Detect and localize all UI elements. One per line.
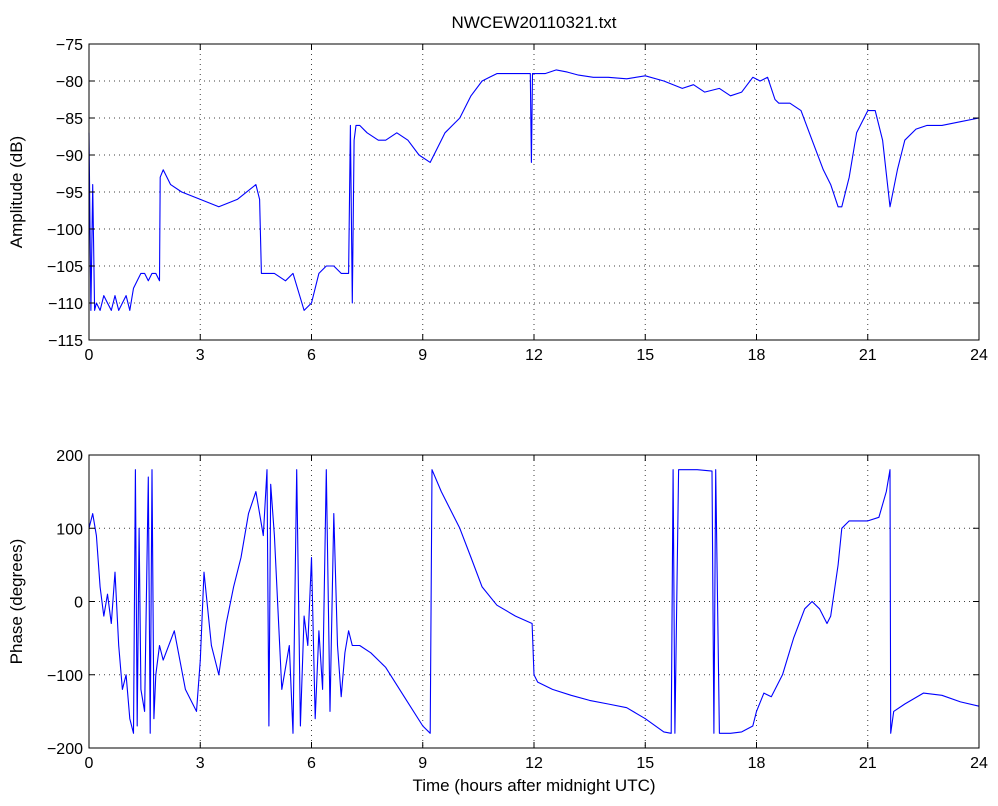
x-tick-label: 21 bbox=[859, 347, 877, 364]
x-tick-label: 6 bbox=[307, 347, 316, 364]
y-tick-label: −110 bbox=[48, 296, 83, 313]
x-tick-label: 3 bbox=[196, 755, 205, 772]
x-tick-label: 18 bbox=[748, 755, 766, 772]
x-tick-label: 12 bbox=[525, 347, 543, 364]
x-tick-label: 21 bbox=[859, 755, 877, 772]
x-tick-label: 3 bbox=[196, 347, 205, 364]
phase-panel: 0 3 6 9 12 15 18 21 24 −200 −100 0 100 200 Phase (degr… bbox=[7, 448, 988, 795]
y-tick-label: −90 bbox=[56, 148, 83, 165]
x-tick-label: 24 bbox=[970, 755, 988, 772]
x-tick-label: 0 bbox=[85, 347, 94, 364]
y-tick-label: −80 bbox=[56, 74, 83, 91]
y-tick-label: −105 bbox=[47, 259, 83, 276]
y-tick-label: −200 bbox=[47, 741, 83, 758]
x-tick-label: 18 bbox=[748, 347, 766, 364]
amplitude-series-line bbox=[88, 69, 980, 311]
x-tick-label: 15 bbox=[636, 755, 654, 772]
x-tick-label: 24 bbox=[970, 347, 988, 364]
x-tick-label: 15 bbox=[636, 347, 654, 364]
x-tick-label: 9 bbox=[418, 755, 427, 772]
amplitude-panel: 0 3 6 9 12 15 18 21 24 −115 −110 −105 −100 −95 −90 −85 −… bbox=[7, 37, 988, 364]
x-tick-label: 12 bbox=[525, 755, 543, 772]
y-tick-label: 0 bbox=[74, 595, 83, 612]
y-tick-label: −100 bbox=[47, 668, 83, 685]
amplitude-y-axis-label: Amplitude (dB) bbox=[7, 136, 26, 248]
y-tick-label: −85 bbox=[56, 111, 83, 128]
y-tick-label: −115 bbox=[48, 333, 83, 350]
x-tick-label: 6 bbox=[307, 755, 316, 772]
y-tick-label: −100 bbox=[47, 222, 83, 239]
y-tick-label: −95 bbox=[56, 185, 83, 202]
phase-x-axis-label: Time (hours after midnight UTC) bbox=[412, 776, 655, 795]
phase-series-line bbox=[88, 469, 980, 734]
x-tick-label: 9 bbox=[418, 347, 427, 364]
y-tick-label: −75 bbox=[56, 37, 83, 54]
y-tick-label: 200 bbox=[56, 448, 83, 465]
phase-y-axis-label: Phase (degrees) bbox=[7, 539, 26, 665]
x-tick-label: 0 bbox=[85, 755, 94, 772]
chart-title: NWCEW20110321.txt bbox=[451, 13, 616, 32]
panels: 0 3 6 9 12 15 18 21 24 −115 −110 −105 −100 −95 −90 −85 −… bbox=[7, 37, 988, 795]
y-tick-label: 100 bbox=[56, 521, 83, 538]
